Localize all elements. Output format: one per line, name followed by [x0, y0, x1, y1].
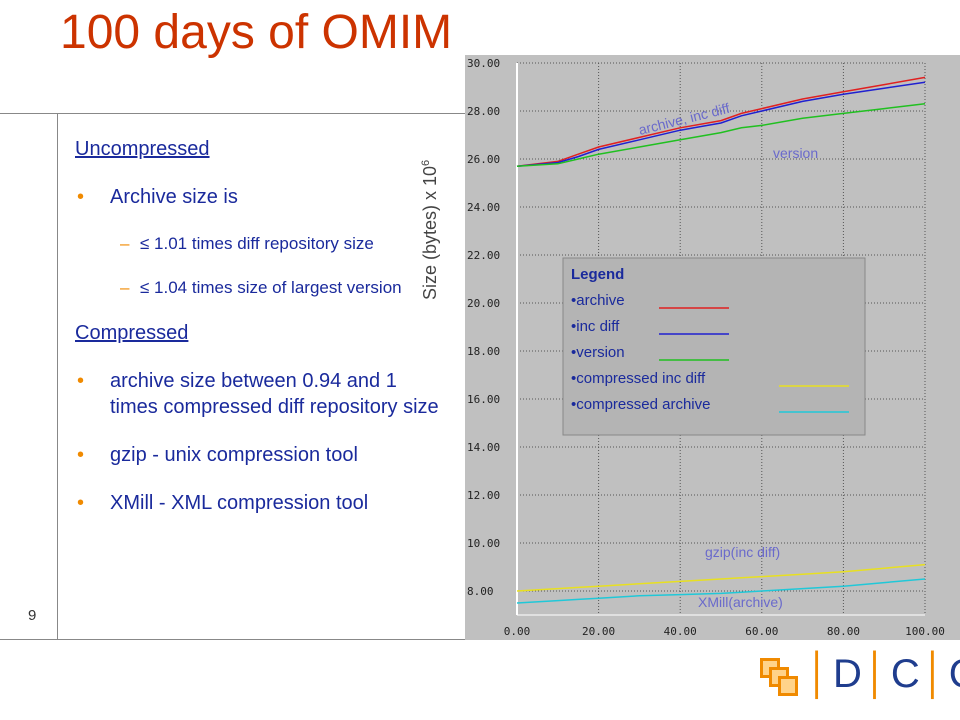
- legend-entry: •version: [571, 344, 625, 361]
- legend-entry: •inc diff: [571, 318, 620, 335]
- logo-text: │D│C│C: [806, 654, 960, 694]
- page-number: 9: [28, 607, 37, 624]
- x-tick-label: 20.00: [582, 625, 615, 638]
- x-tick-label: 0.00: [504, 625, 531, 638]
- x-tick-label: 100.00: [905, 625, 945, 638]
- y-axis-label-base: Size (bytes) x 10: [420, 165, 440, 300]
- sub-bullet-diff-repo: – ≤ 1.01 times diff repository size: [75, 232, 445, 256]
- bottom-rule: [0, 639, 465, 640]
- y-tick-label: 12.00: [467, 489, 500, 502]
- bullet-list: Uncompressed • Archive size is – ≤ 1.01 …: [75, 136, 445, 538]
- y-tick-label: 16.00: [467, 393, 500, 406]
- y-tick-label: 18.00: [467, 345, 500, 358]
- sub-bullet-largest-version: – ≤ 1.04 times size of largest version: [75, 276, 445, 300]
- compressed-heading: Compressed: [75, 322, 189, 344]
- logo-letter-d: D: [833, 652, 864, 696]
- sub-bullet-dash: –: [120, 278, 130, 297]
- y-tick-label: 26.00: [467, 153, 500, 166]
- logo-letter-c: C: [890, 652, 922, 696]
- logo-divider: │: [863, 652, 891, 696]
- sub-bullet-dash: –: [120, 234, 130, 253]
- bullet-text: XMill - XML compression tool: [110, 492, 369, 514]
- dcc-logo: │D│C│C: [760, 654, 960, 696]
- y-tick-label: 20.00: [467, 297, 500, 310]
- slide-title: 100 days of OMIM: [60, 6, 453, 59]
- left-rule: [57, 113, 58, 640]
- y-tick-label: 24.00: [467, 201, 500, 214]
- legend-box: [562, 257, 866, 436]
- title-rule: [0, 113, 465, 114]
- annotation-version: version: [773, 145, 818, 161]
- logo-mark: [760, 658, 800, 696]
- y-tick-label: 10.00: [467, 537, 500, 550]
- series-line-inc-diff: [516, 81, 926, 167]
- x-tick-label: 80.00: [827, 625, 860, 638]
- x-tick-label: 60.00: [745, 625, 778, 638]
- bullet-dot: •: [77, 492, 85, 514]
- series-line-compressed-inc-diff: [516, 563, 926, 592]
- y-tick-label: 8.00: [467, 585, 494, 598]
- sub-bullet-text: ≤ 1.04 times size of largest version: [140, 278, 402, 297]
- chart-legend: Legend •archive •inc diff •version •compress…: [562, 257, 866, 436]
- y-tick-label: 30.00: [467, 57, 500, 70]
- logo-divider: │: [806, 652, 833, 696]
- bullet-text: archive size between 0.94 and 1 times co…: [110, 370, 439, 418]
- bullet-text: gzip - unix compression tool: [110, 444, 358, 466]
- y-tick-label: 28.00: [467, 105, 500, 118]
- series-line-version: [516, 103, 926, 167]
- logo-letter-c: C: [949, 652, 960, 696]
- uncompressed-heading: Uncompressed: [75, 138, 210, 160]
- legend-entry: •compressed archive: [571, 396, 710, 413]
- bullet-dot: •: [77, 186, 85, 208]
- bullet-gzip: • gzip - unix compression tool: [75, 442, 445, 468]
- annotation-gzip: gzip(inc diff): [705, 544, 780, 560]
- legend-title: Legend: [571, 266, 624, 283]
- y-axis-label-text: Size (bytes) x 106: [420, 160, 441, 300]
- annotation-xmill: XMill(archive): [698, 594, 783, 610]
- bullet-archive-size: • Archive size is: [75, 184, 445, 210]
- bullet-dot: •: [77, 444, 85, 466]
- chart-axes: 8.00 10.00 12.00 14.00 16.00 18.00 20.00 22.00 2…: [467, 57, 945, 638]
- sub-bullet-text: ≤ 1.01 times diff repository size: [140, 234, 374, 253]
- size-chart: 8.00 10.00 12.00 14.00 16.00 18.00 20.00 22.00 2…: [465, 55, 960, 640]
- y-axis-label-exponent: 6: [420, 159, 432, 166]
- chart-series: [516, 76, 926, 604]
- series-line-compressed-archive: [516, 578, 926, 604]
- legend-entry: •archive: [571, 292, 625, 309]
- bullet-xmill: • XMill - XML compression tool: [75, 490, 445, 516]
- logo-square: [778, 676, 798, 696]
- y-tick-label: 14.00: [467, 441, 500, 454]
- bullet-text: Archive size is: [110, 186, 238, 208]
- legend-entry: •compressed inc diff: [571, 370, 706, 387]
- series-line-archive: [516, 76, 926, 167]
- bullet-dot: •: [77, 370, 85, 392]
- logo-divider: │: [921, 652, 949, 696]
- y-tick-label: 22.00: [467, 249, 500, 262]
- x-tick-label: 40.00: [664, 625, 697, 638]
- bullet-compressed-ratio: • archive size between 0.94 and 1 times …: [75, 368, 445, 420]
